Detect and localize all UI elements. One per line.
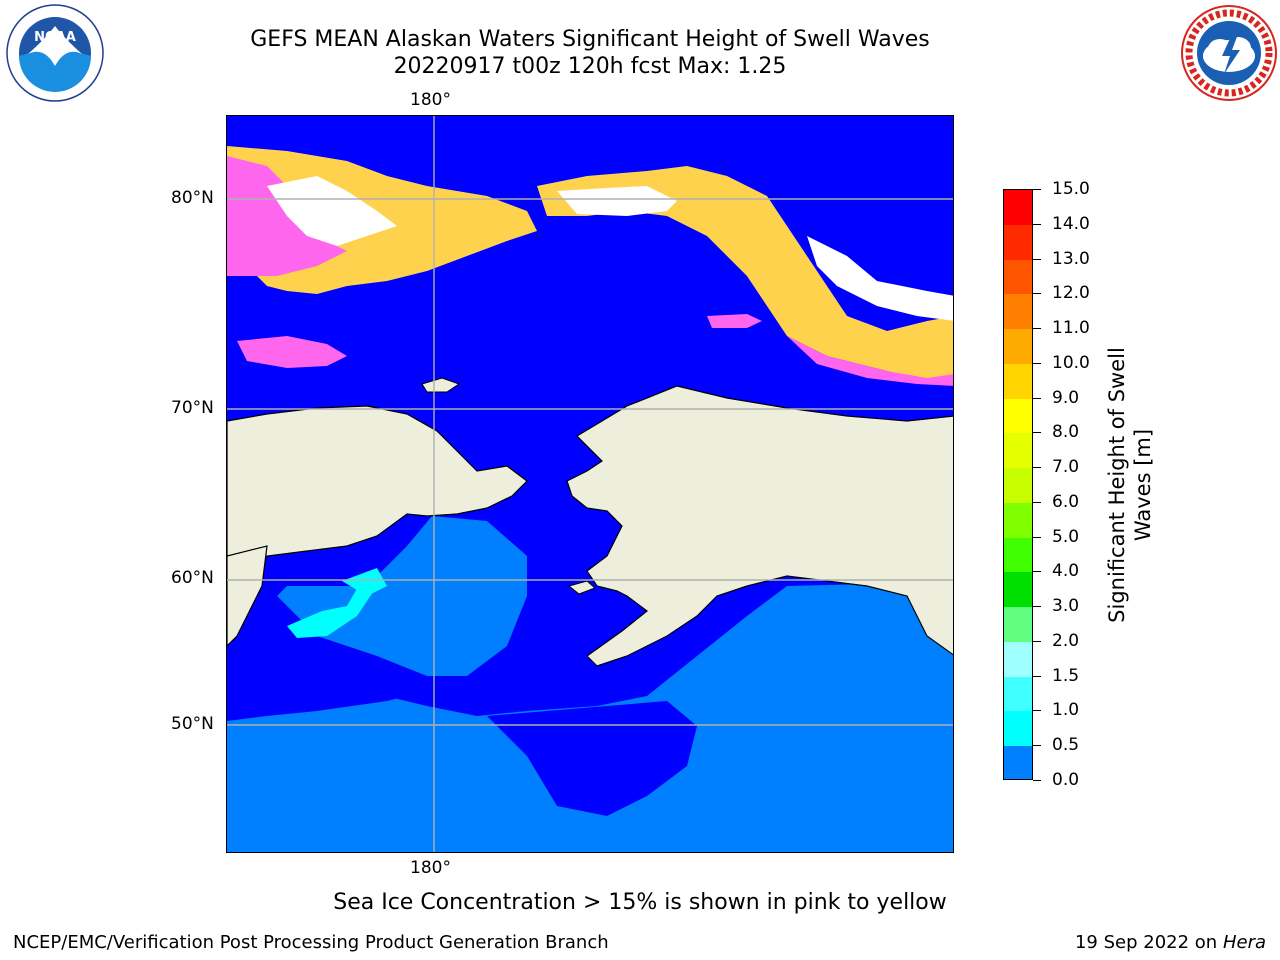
sea-ice-patch-east	[707, 314, 762, 328]
colorbar-tick-label: 1.5	[1052, 665, 1080, 686]
plot-subtitle: 20220917 t00z 120h fcst Max: 1.25	[393, 54, 787, 79]
colorbar-tick	[1033, 223, 1041, 225]
footer-date-text: 19 Sep 2022 on	[1074, 932, 1218, 953]
lat-label-70n: 70°N	[171, 398, 214, 418]
colorbar-tick	[1033, 501, 1041, 503]
lon-label-bottom: 180°	[410, 858, 451, 878]
colorbar-segment	[1004, 537, 1032, 574]
sea-ice-patch-chukchi	[237, 336, 347, 368]
colorbar-tick	[1033, 710, 1041, 712]
sea-ice-white-2	[557, 186, 677, 216]
colorbar-segment	[1004, 224, 1032, 261]
colorbar-tick-label: 12.0	[1052, 283, 1090, 304]
colorbar-tick-label: 6.0	[1052, 491, 1080, 512]
colorbar-tick-label: 13.0	[1052, 248, 1090, 269]
colorbar-tick	[1033, 640, 1041, 642]
noaa-logo: NOAA	[6, 4, 104, 102]
colorbar-tick	[1033, 258, 1041, 260]
colorbar-segment	[1004, 502, 1032, 539]
colorbar-tick	[1033, 571, 1041, 573]
colorbar-tick	[1033, 293, 1041, 295]
colorbar-tick	[1033, 606, 1041, 608]
colorbar-tick-label: 5.0	[1052, 526, 1080, 547]
noaa-logo-text: NOAA	[34, 30, 76, 45]
lat-label-60n: 60°N	[171, 568, 214, 588]
colorbar-segment	[1004, 607, 1032, 643]
colorbar-tick-label: 3.0	[1052, 596, 1080, 617]
colorbar-segment	[1004, 363, 1032, 400]
sea-ice-north-pink-2	[787, 336, 953, 386]
graticule	[227, 116, 953, 852]
colorbar-segment	[1004, 572, 1032, 609]
colorbar-tick	[1033, 328, 1041, 330]
land-st-lawrence-island	[567, 580, 596, 595]
colorbar-tick-label: 15.0	[1052, 179, 1090, 199]
colorbar-tick-label: 9.0	[1052, 387, 1080, 408]
land-alaska	[566, 385, 953, 667]
colorbar-tick-label: 0.5	[1052, 735, 1080, 756]
colorbar-tick-label: 11.0	[1052, 318, 1090, 339]
colorbar-segment	[1004, 433, 1032, 470]
ocean-high-patch-2	[342, 568, 387, 596]
colorbar-segment	[1004, 259, 1032, 296]
colorbar	[1003, 189, 1033, 780]
map-canvas	[227, 116, 953, 852]
colorbar-tick-label: 14.0	[1052, 213, 1090, 234]
colorbar-tick-label: 7.0	[1052, 457, 1080, 478]
ocean-low-patch-west	[227, 656, 427, 721]
colorbar-segment	[1004, 294, 1032, 331]
colorbar-title: Significant Height of Swell Waves [m]	[1105, 347, 1155, 623]
land-chukotka	[227, 405, 528, 587]
footer-date: 19 Sep 2022 on Hera	[1075, 932, 1266, 953]
colorbar-segment	[1004, 398, 1032, 435]
colorbar-tick	[1033, 362, 1041, 364]
colorbar-tick-label: 2.0	[1052, 630, 1080, 651]
ocean-mid-patch	[277, 516, 527, 676]
colorbar-segment	[1004, 190, 1032, 226]
sea-ice-white-1	[267, 176, 397, 246]
plot-title: GEFS MEAN Alaskan Waters Significant Hei…	[250, 27, 930, 52]
lat-label-50n: 50°N	[171, 714, 214, 734]
colorbar-segment	[1004, 329, 1032, 365]
colorbar-tick	[1033, 432, 1041, 434]
lat-label-80n: 80°N	[171, 188, 214, 208]
colorbar-tick-label: 4.0	[1052, 561, 1080, 582]
swell-height-map	[226, 115, 954, 853]
colorbar-tick-label: 8.0	[1052, 422, 1080, 443]
colorbar-tick	[1033, 780, 1041, 781]
colorbar-tick-label: 0.0	[1052, 770, 1080, 790]
sea-ice-white-3	[807, 236, 953, 321]
colorbar-segment	[1004, 468, 1032, 504]
colorbar-segment	[1004, 746, 1032, 779]
sea-ice-north-mid	[537, 166, 953, 386]
colorbar-tick	[1033, 397, 1041, 399]
sea-ice-note: Sea Ice Concentration > 15% is shown in …	[333, 890, 947, 915]
nws-logo	[1180, 4, 1278, 102]
ocean-low-patch-south	[487, 701, 697, 816]
colorbar-segment	[1004, 676, 1032, 713]
colorbar-segment	[1004, 711, 1032, 748]
colorbar-tick	[1033, 536, 1041, 538]
lon-label-top: 180°	[410, 90, 451, 110]
colorbar-tick-label: 10.0	[1052, 352, 1090, 373]
colorbar-segment	[1004, 641, 1032, 678]
colorbar-tick-label: 1.0	[1052, 700, 1080, 721]
ocean-high-patch-1	[287, 571, 377, 638]
colorbar-tick	[1033, 745, 1041, 747]
footer-branch: NCEP/EMC/Verification Post Processing Pr…	[13, 932, 609, 953]
land-wrangel-island	[421, 377, 461, 393]
colorbar-tick	[1033, 675, 1041, 677]
land-kamchatka	[227, 545, 268, 647]
colorbar-tick	[1033, 189, 1041, 190]
footer-host: Hera	[1222, 932, 1266, 953]
colorbar-tick	[1033, 467, 1041, 469]
